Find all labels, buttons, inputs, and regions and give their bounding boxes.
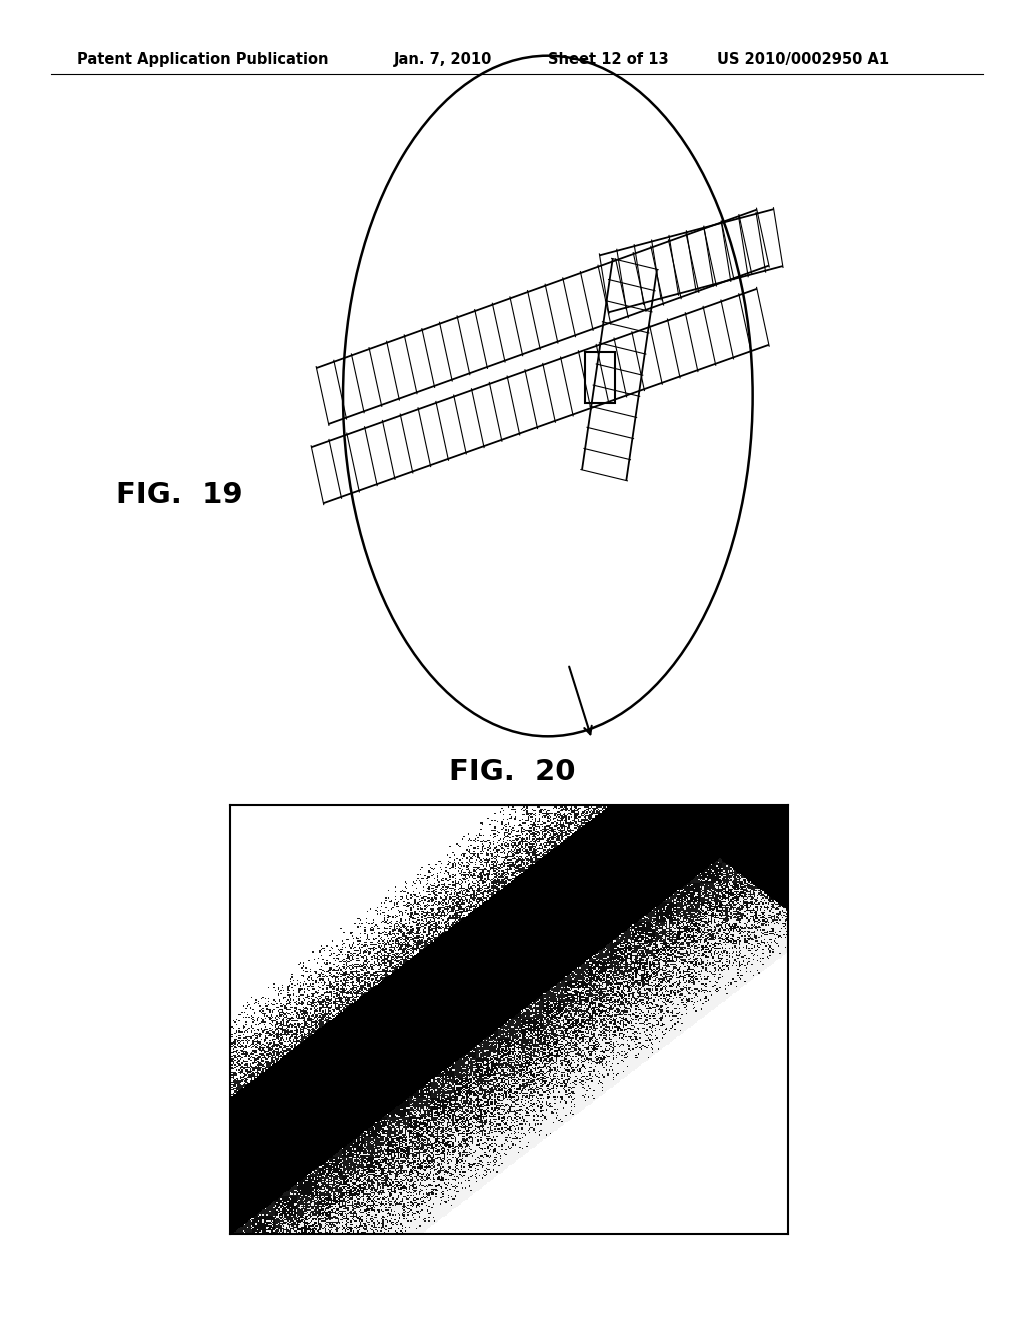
Text: FIG.  19: FIG. 19 <box>116 480 243 510</box>
Bar <box>585 352 615 403</box>
Text: Patent Application Publication: Patent Application Publication <box>77 51 329 67</box>
Text: Jan. 7, 2010: Jan. 7, 2010 <box>394 51 493 67</box>
Text: FIG.  20: FIG. 20 <box>449 758 575 787</box>
Text: US 2010/0002950 A1: US 2010/0002950 A1 <box>717 51 889 67</box>
Text: Sheet 12 of 13: Sheet 12 of 13 <box>548 51 669 67</box>
